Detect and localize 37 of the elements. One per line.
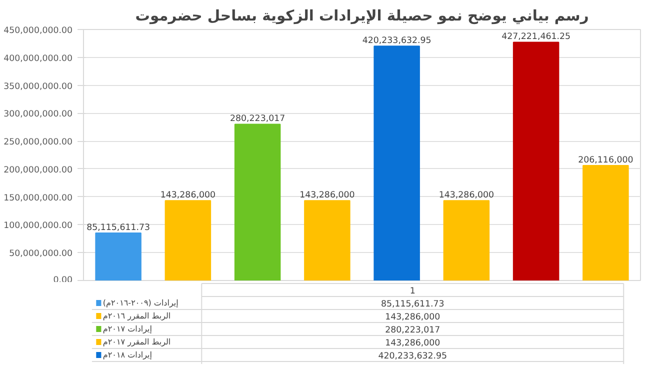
data-label: 143,286,000 (300, 190, 355, 201)
y-tick-label: 50,000,000.00 (9, 249, 73, 260)
bar (374, 46, 420, 280)
bar (582, 165, 629, 280)
text: 85,115,611.73 (380, 300, 444, 310)
legend-label: إيرادات ٢٠١٧م (102, 324, 152, 334)
text: 143,286,000 (385, 312, 440, 322)
x-tick-label: 1 (410, 286, 416, 296)
y-tick-label: 100,000,000.00 (4, 221, 73, 232)
bar (95, 232, 142, 280)
data-label: 143,286,000 (160, 190, 216, 201)
y-tick-label: 250,000,000.00 (4, 138, 73, 148)
y-tick-label: 450,000,000.00 (4, 26, 73, 36)
data-label: 427,221,461.25 (502, 32, 570, 42)
y-tick-label: 350,000,000.00 (4, 82, 73, 92)
legend-label: إيرادات (٢٠٠٩-٢٠١٦م) (102, 298, 178, 308)
text: 280,223,017 (385, 326, 440, 336)
data-label: 85,115,611.73 (86, 223, 150, 234)
legend-label: الربط المقرر ٢٠١٦م (102, 312, 171, 320)
text: 143,286,000 (385, 338, 440, 348)
text: 420,233,632.95 (378, 352, 448, 362)
y-tick-label: 400,000,000.00 (4, 54, 73, 64)
y-tick-label: 200,000,000.00 (4, 165, 73, 176)
legend-label: إيرادات ٢٠١٨م (102, 350, 152, 360)
bar (443, 200, 490, 280)
legend-label: الربط المقرر ٢٠١٧م (102, 338, 171, 346)
bar (234, 124, 281, 280)
y-tick-label: 300,000,000.00 (4, 110, 73, 120)
bar (164, 200, 212, 280)
data-label: 206,116,000 (578, 156, 634, 166)
data-label: 280,223,017 (230, 114, 286, 124)
data-label: 143,286,000 (438, 190, 494, 201)
y-tick-label: 150,000,000.00 (4, 193, 73, 204)
bar (512, 42, 560, 280)
bar (304, 200, 350, 280)
data-label: 420,233,632.95 (362, 36, 432, 46)
chart-title: رسم بياني يوضح نمو حصيلة الإيرادات الزكوية بساحل حضرموت (135, 8, 589, 24)
